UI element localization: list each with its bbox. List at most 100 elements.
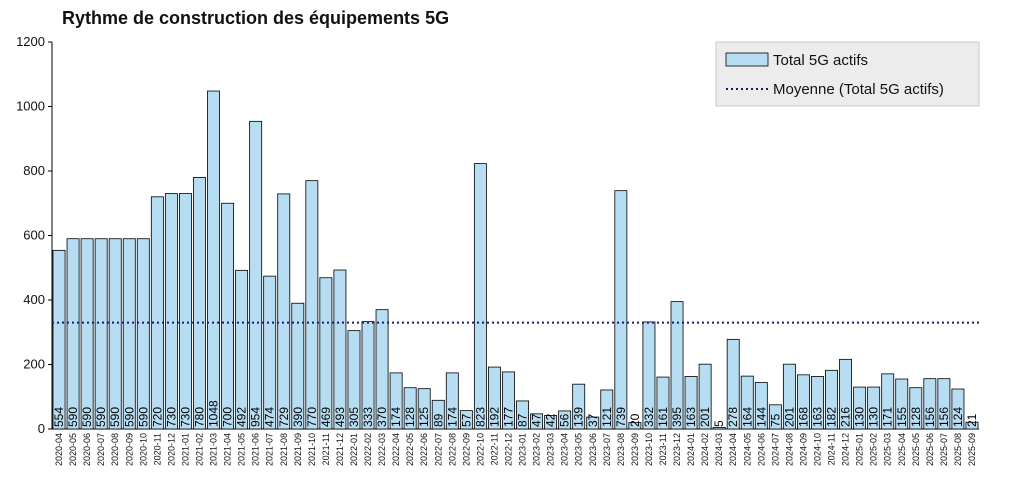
- data-label: 171: [881, 407, 895, 427]
- bar: [459, 410, 473, 430]
- data-label: 128: [403, 407, 417, 427]
- data-label: 128: [909, 407, 923, 427]
- bar: [305, 180, 319, 430]
- bar: [403, 387, 417, 430]
- x-tick-label: 2023-11: [658, 433, 668, 465]
- x-tick-label: 2021-08: [279, 433, 289, 466]
- bar: [487, 366, 501, 430]
- data-label: 770: [305, 407, 319, 427]
- data-label: 554: [52, 407, 66, 427]
- x-tick-label: 2020-08: [110, 433, 120, 466]
- x-tick-label: 2022-07: [433, 433, 443, 466]
- data-label: 590: [122, 407, 136, 427]
- data-label: 590: [66, 407, 80, 427]
- x-tick-label: 2025-01: [855, 433, 865, 466]
- x-tick-label: 2021-11: [321, 433, 331, 465]
- x-tick-label: 2023-02: [532, 433, 542, 466]
- x-tick-label: 2023-01: [518, 433, 528, 466]
- bar: [628, 422, 642, 430]
- data-label: 161: [656, 407, 670, 427]
- x-tick-label: 2022-09: [461, 433, 471, 466]
- x-axis-labels: 2020-04 2020-05 2020-06 2020-07 2020-08 2020-…: [54, 433, 977, 466]
- x-tick-label: 2022-05: [405, 433, 415, 466]
- y-tick-label: 0: [38, 421, 45, 436]
- bar: [881, 373, 895, 430]
- bar: [235, 269, 249, 430]
- x-tick-label: 2023-09: [630, 433, 640, 466]
- bar: [572, 383, 586, 430]
- data-label: 124: [951, 407, 965, 427]
- x-tick-label: 2021-05: [237, 433, 247, 466]
- x-tick-label: 2021-01: [180, 433, 190, 466]
- data-label: 474: [263, 407, 277, 427]
- data-label: 201: [782, 407, 796, 427]
- data-label: 5: [712, 420, 726, 427]
- x-tick-label: 2020-06: [82, 433, 92, 466]
- data-label: 590: [80, 407, 94, 427]
- x-tick-label: 2022-03: [377, 433, 387, 466]
- data-label: 163: [810, 407, 824, 427]
- bar: [754, 382, 768, 430]
- x-tick-label: 2025-06: [925, 433, 935, 466]
- data-label: 730: [178, 407, 192, 427]
- x-tick-label: 2021-10: [307, 433, 317, 466]
- x-tick-label: 2023-08: [616, 433, 626, 466]
- bar: [712, 426, 726, 430]
- data-label: 332: [642, 407, 656, 427]
- data-label: 305: [347, 407, 361, 427]
- bar: [726, 338, 740, 430]
- bar: [207, 90, 220, 430]
- data-label: 130: [853, 407, 867, 427]
- bar: [586, 416, 600, 430]
- bar: [221, 202, 235, 430]
- x-tick-label: 2021-04: [223, 433, 233, 466]
- bar: [684, 376, 698, 430]
- x-tick-label: 2023-10: [644, 433, 654, 466]
- x-tick-label: 2022-10: [475, 433, 485, 466]
- x-tick-label: 2024-12: [841, 433, 851, 466]
- data-label: 954: [249, 407, 263, 427]
- bar: [698, 363, 712, 430]
- bar: [937, 378, 951, 430]
- x-tick-label: 2022-04: [391, 433, 401, 466]
- x-tick-label: 2023-04: [560, 433, 570, 466]
- data-label: 168: [796, 407, 810, 427]
- x-tick-label: 2022-02: [363, 433, 373, 466]
- bar: [249, 120, 263, 430]
- bar: [94, 238, 108, 430]
- bar: [951, 388, 965, 430]
- x-tick-label: 2024-11: [827, 433, 837, 465]
- bar: [782, 363, 796, 430]
- x-tick-label: 2021-07: [265, 433, 275, 466]
- bars: [52, 90, 979, 430]
- bar: [150, 196, 164, 430]
- x-tick-label: 2023-03: [546, 433, 556, 466]
- data-label: 216: [839, 407, 853, 427]
- data-label: 75: [768, 413, 782, 427]
- data-label: 469: [319, 407, 333, 427]
- y-tick-label: 1200: [16, 34, 45, 49]
- data-label: 370: [375, 407, 389, 427]
- x-tick-label: 2021-02: [194, 433, 204, 466]
- bar: [263, 275, 277, 430]
- x-tick-label: 2024-05: [742, 433, 752, 466]
- bar: [867, 386, 881, 430]
- y-axis: 0 200 400 600 800 1000 1200: [16, 34, 979, 436]
- legend-label-average: Moyenne (Total 5G actifs): [773, 81, 944, 98]
- x-tick-label: 2025-05: [911, 433, 921, 466]
- x-tick-label: 2020-11: [152, 433, 162, 465]
- y-tick-label: 1000: [16, 99, 45, 114]
- data-label: 201: [698, 407, 712, 427]
- x-tick-label: 2024-06: [756, 433, 766, 466]
- bar: [923, 378, 937, 430]
- bar: [291, 302, 305, 430]
- bar: [122, 238, 136, 430]
- x-tick-label: 2020-04: [54, 433, 64, 466]
- bar: [670, 301, 684, 430]
- chart-title: Rythme de construction des équipements 5…: [62, 8, 450, 28]
- x-tick-label: 2022-12: [503, 433, 513, 466]
- data-label: 56: [558, 413, 572, 427]
- bar: [473, 163, 487, 430]
- data-label: 174: [389, 407, 403, 427]
